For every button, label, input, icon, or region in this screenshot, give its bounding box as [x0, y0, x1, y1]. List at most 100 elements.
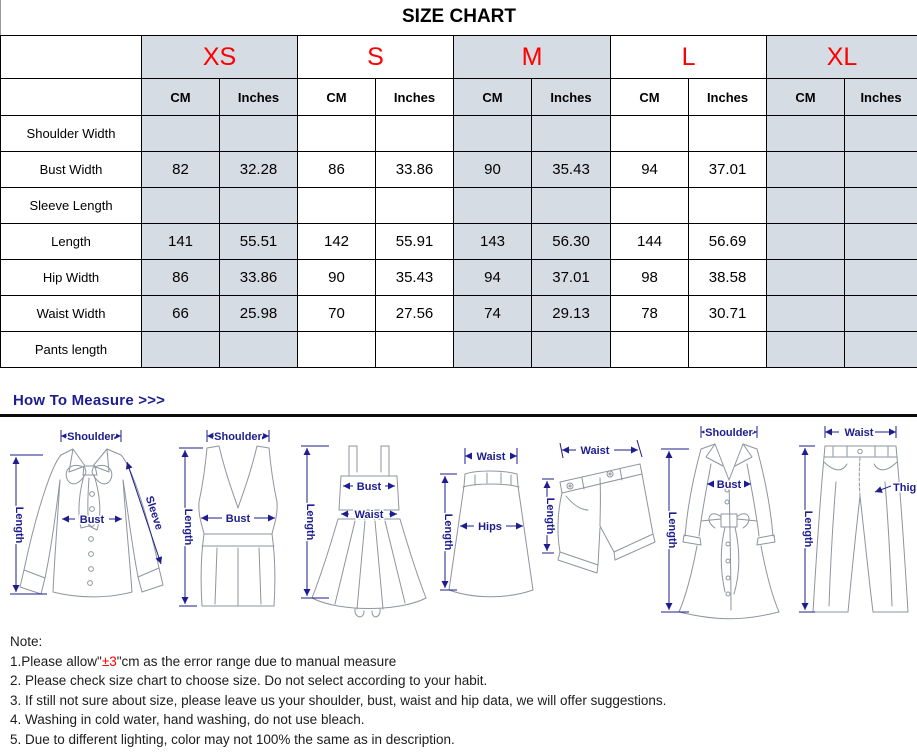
blouse-shoulder-label: Shoulder: [67, 431, 115, 443]
data-cell: [141, 115, 220, 152]
data-cell: [844, 151, 917, 188]
figure-tank-top: Shoulder Bust Length: [179, 430, 278, 607]
data-cell: [297, 115, 377, 152]
data-cell: 90: [297, 259, 377, 296]
page-title: SIZE CHART: [0, 0, 917, 35]
data-cell: 90: [453, 151, 533, 188]
data-cell: 33.86: [218, 259, 299, 296]
corner-cell: [0, 78, 142, 116]
note-1-post: "cm as the error range due to manual mea…: [116, 653, 397, 669]
data-cell: [453, 187, 533, 224]
shorts-outline: [557, 463, 656, 574]
data-cell: [531, 331, 612, 368]
tank-top-dimensions: Shoulder Bust Length: [179, 430, 275, 607]
unit-header-cm: CM: [453, 78, 533, 116]
data-cell: [844, 259, 917, 296]
data-cell: [297, 187, 377, 224]
unit-header-cm: CM: [297, 78, 377, 116]
figure-shorts: Waist Length: [542, 439, 656, 574]
data-cell: 74: [453, 295, 533, 332]
data-cell: 142: [297, 223, 377, 260]
skirt-dimensions: Waist Hips Length: [440, 448, 523, 591]
tank-top-outline: [198, 445, 278, 607]
row-label: Length: [0, 223, 142, 260]
data-cell: 27.56: [375, 295, 455, 332]
note-1-pre: 1.Please allow": [10, 653, 102, 669]
data-cell: 55.91: [375, 223, 455, 260]
data-cell: [766, 115, 846, 152]
data-cell: 66: [141, 295, 220, 332]
note-line-4: 4. Washing in cold water, hand washing, …: [10, 712, 365, 727]
size-header-s: S: [297, 35, 455, 79]
data-cell: 25.98: [218, 295, 299, 332]
jeans-dimensions: Waist Thigh Length: [799, 426, 917, 613]
unit-header-inches: Inches: [375, 78, 455, 116]
data-cell: [766, 223, 846, 260]
data-cell: [218, 331, 299, 368]
data-cell: 86: [297, 151, 377, 188]
unit-header-cm: CM: [766, 78, 846, 116]
data-cell: [844, 115, 917, 152]
measure-figures: Shoulder Length Bust Sleeve Shoulder: [0, 422, 917, 624]
coat-shoulder-label: Shoulder: [705, 427, 753, 439]
table-row-shoulder-width: Shoulder Width: [0, 115, 917, 152]
figure-blouse: Shoulder Length Bust Sleeve: [10, 430, 166, 598]
data-cell: 70: [297, 295, 377, 332]
size-chart-table: XS S M L XL CM Inches CM Inches CM Inche…: [0, 35, 917, 368]
data-cell: 94: [610, 151, 690, 188]
unit-header-row: CM Inches CM Inches CM Inches CM Inches …: [0, 78, 917, 116]
data-cell: [218, 115, 299, 152]
data-cell: [766, 331, 846, 368]
data-cell: [766, 187, 846, 224]
dress-waist-label: Waist: [355, 509, 384, 521]
coat-length-label: Length: [666, 512, 678, 549]
blouse-length-label: Length: [13, 507, 25, 544]
unit-header-cm: CM: [141, 78, 220, 116]
skirt-waist-label: Waist: [477, 451, 506, 463]
blouse-outline: [19, 448, 164, 598]
data-cell: 29.13: [531, 295, 612, 332]
data-cell: 141: [141, 223, 220, 260]
note-line-1: 1.Please allow"±3"cm as the error range …: [10, 652, 917, 672]
size-header-row: XS S M L XL: [0, 35, 917, 79]
row-label: Hip Width: [0, 259, 142, 296]
blouse-sleeve-label: Sleeve: [143, 495, 165, 532]
unit-header-inches: Inches: [844, 78, 917, 116]
measure-heading: How To Measure >>>: [13, 392, 166, 409]
data-cell: [610, 331, 690, 368]
table-row-sleeve-length: Sleeve Length: [0, 187, 917, 224]
data-cell: [375, 331, 455, 368]
table-row-waist-width: Waist Width 66 25.98 70 27.56 74 29.13 7…: [0, 295, 917, 332]
divider-line: [0, 414, 917, 417]
jeans-outline: [812, 445, 909, 613]
data-cell: [141, 187, 220, 224]
row-label: Bust Width: [0, 151, 142, 188]
data-cell: [218, 187, 299, 224]
data-cell: [297, 331, 377, 368]
coat-bust-label: Bust: [717, 479, 742, 491]
shorts-length-label: Length: [544, 498, 556, 535]
note-1-highlight: ±3: [101, 653, 117, 669]
data-cell: 144: [610, 223, 690, 260]
corner-cell: [0, 35, 142, 79]
data-cell: 35.43: [375, 259, 455, 296]
data-cell: [688, 331, 768, 368]
data-cell: [766, 295, 846, 332]
data-cell: 56.30: [531, 223, 612, 260]
data-cell: [141, 331, 220, 368]
skirt-hips-label: Hips: [478, 521, 502, 533]
table-row-bust-width: Bust Width 82 32.28 86 33.86 90 35.43 94…: [0, 151, 917, 188]
shorts-waist-label: Waist: [581, 445, 610, 457]
jeans-length-label: Length: [802, 511, 814, 548]
data-cell: [531, 115, 612, 152]
note-line-3: 3. If still not sure about size, please …: [10, 692, 667, 708]
coat-dimensions: Shoulder Bust Length: [661, 426, 758, 613]
figure-dress: Bust Waist Length: [301, 445, 427, 618]
note-line-5: 5. Due to different lighting, color may …: [10, 731, 455, 747]
data-cell: 37.01: [531, 259, 612, 296]
size-header-l: L: [610, 35, 768, 79]
blouse-bust-label: Bust: [80, 514, 105, 526]
row-label: Pants length: [0, 331, 142, 368]
data-cell: 32.28: [218, 151, 299, 188]
data-cell: 86: [141, 259, 220, 296]
